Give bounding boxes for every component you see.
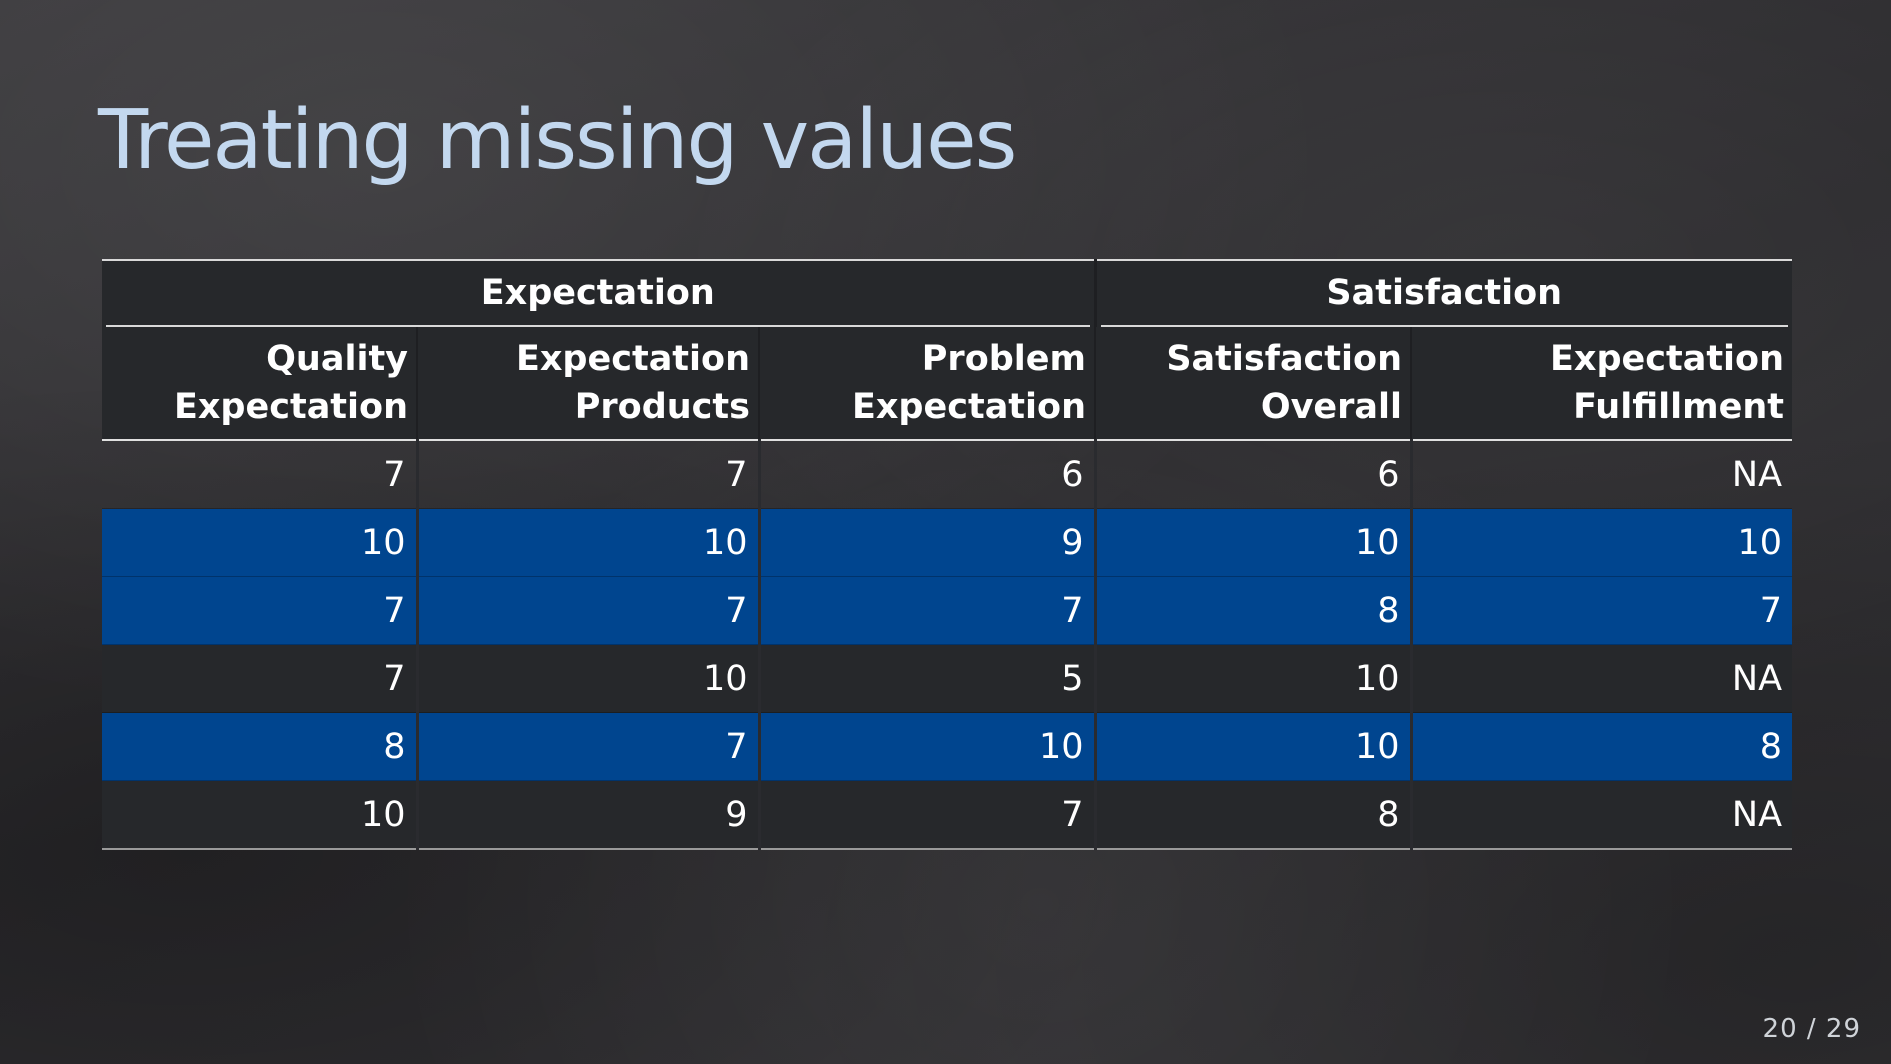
table-cell: 7 (757, 576, 1095, 645)
group-header-satisfaction: Satisfaction (1093, 259, 1793, 327)
table-cell: 5 (757, 644, 1095, 713)
column-header-expectation-fulfillment: Expectation Fulfillment (1409, 327, 1793, 441)
table-cell: NA (1409, 644, 1793, 713)
table-cell: NA (1409, 780, 1793, 850)
column-header-expectation-products: Expectation Products (416, 327, 759, 441)
column-header-line: Expectation (515, 339, 750, 379)
column-header-quality-expectation: Quality Expectation (102, 327, 417, 441)
missing-values-table: Expectation Satisfaction Quality Expecta… (102, 259, 1793, 850)
column-header-satisfaction-overall: Satisfaction Overall (1094, 327, 1411, 441)
table-cell: 7 (415, 440, 759, 509)
group-header-label: Expectation (106, 261, 1090, 327)
table-cell: 10 (102, 508, 417, 577)
table-cell: 10 (1409, 508, 1793, 577)
table-cell: 7 (102, 576, 417, 645)
table-row: 10 9 7 8 NA (102, 780, 1793, 850)
table-row: 7 7 7 8 7 (102, 576, 1793, 645)
table-cell: NA (1409, 440, 1793, 509)
table-cell: 10 (102, 780, 417, 850)
table-cell: 10 (757, 712, 1095, 781)
table-row: 7 7 6 6 NA (102, 440, 1793, 509)
table-row: 7 10 5 10 NA (102, 644, 1793, 713)
table-cell: 8 (1409, 712, 1793, 781)
column-header-line: Fulfillment (1573, 387, 1785, 427)
column-header-line: Products (574, 387, 750, 427)
page-number: 20 / 29 (1762, 1014, 1861, 1044)
group-header-row: Expectation Satisfaction (102, 259, 1793, 327)
slide-title: Treating missing values (98, 93, 1017, 188)
column-header-line: Satisfaction (1166, 339, 1402, 379)
table-cell: 7 (415, 712, 759, 781)
column-header-line: Quality (266, 339, 408, 379)
table-cell: 7 (102, 644, 417, 713)
column-header-line: Overall (1260, 387, 1402, 427)
column-header-line: Expectation (173, 387, 408, 427)
table-cell: 10 (1093, 644, 1411, 713)
table-cell: 8 (1093, 576, 1411, 645)
table-cell: 10 (415, 644, 759, 713)
table-cell: 7 (415, 576, 759, 645)
table-cell: 8 (1093, 780, 1411, 850)
table-body: 7 7 6 6 NA 10 10 9 10 10 7 7 7 8 7 7 (102, 440, 1793, 850)
table-cell: 10 (415, 508, 759, 577)
table-row: 8 7 10 10 8 (102, 712, 1793, 781)
table-cell: 9 (415, 780, 759, 850)
table-cell: 7 (1409, 576, 1793, 645)
column-header-problem-expectation: Problem Expectation (758, 327, 1095, 441)
table-cell: 9 (757, 508, 1095, 577)
column-header-line: Problem (921, 339, 1086, 379)
column-header-row: Quality Expectation Expectation Products… (102, 327, 1793, 441)
group-header-label: Satisfaction (1100, 261, 1789, 327)
table-cell: 6 (1093, 440, 1411, 509)
column-header-line: Expectation (851, 387, 1086, 427)
table-cell: 7 (757, 780, 1095, 850)
group-header-expectation: Expectation (102, 259, 1095, 327)
table-cell: 10 (1093, 508, 1411, 577)
table-cell: 6 (757, 440, 1095, 509)
table-cell: 7 (383, 454, 406, 495)
table-cell: 8 (102, 712, 417, 781)
column-header-line: Expectation (1549, 339, 1785, 379)
table-row: 10 10 9 10 10 (102, 508, 1793, 577)
table-cell: 10 (1093, 712, 1411, 781)
data-table-container: Expectation Satisfaction Quality Expecta… (102, 259, 1793, 850)
